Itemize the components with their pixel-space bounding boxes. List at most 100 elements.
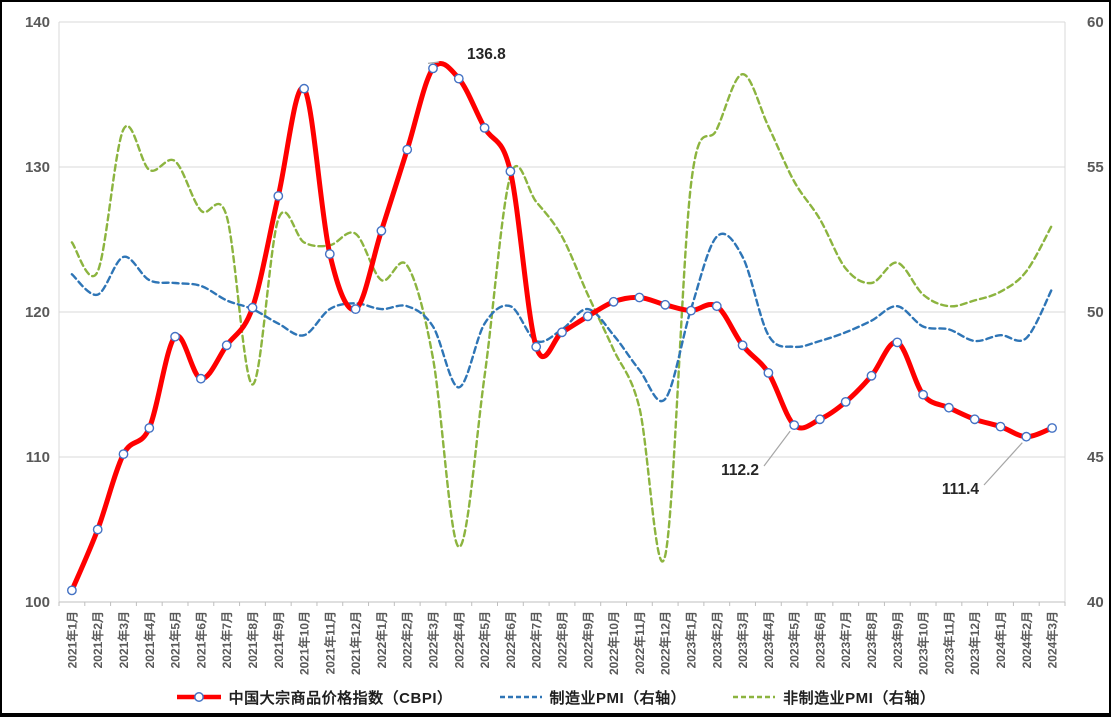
cbpi-line-swatch bbox=[176, 692, 221, 702]
y-axis-left-label: 140 bbox=[25, 14, 50, 31]
data-point-marker bbox=[995, 421, 1006, 432]
data-point-marker bbox=[273, 191, 284, 201]
y-axis-right-label: 55 bbox=[1087, 159, 1104, 176]
x-axis-label: 2021年1月 bbox=[64, 611, 79, 668]
data-point-marker bbox=[428, 63, 438, 74]
x-axis-label: 2023年12月 bbox=[967, 611, 982, 675]
data-point-marker bbox=[402, 144, 413, 155]
data-point-marker bbox=[350, 304, 361, 314]
x-axis-label: 2024年2月 bbox=[1019, 611, 1034, 668]
x-axis-label: 2023年4月 bbox=[761, 611, 776, 668]
legend-item-cbpi: 中国大宗商品价格指数（CBPI） bbox=[176, 687, 453, 708]
y-axis-right-label: 45 bbox=[1087, 449, 1104, 466]
x-axis-label: 2023年10月 bbox=[916, 611, 931, 675]
x-axis-label: 2022年8月 bbox=[555, 611, 570, 668]
x-axis-label: 2023年5月 bbox=[787, 611, 802, 668]
legend-label-mfg-pmi: 制造业PMI（右轴） bbox=[549, 689, 687, 707]
x-axis-label: 2021年6月 bbox=[193, 611, 208, 668]
x-axis-label: 2024年3月 bbox=[1045, 611, 1060, 668]
data-point-marker bbox=[92, 524, 103, 535]
y-axis-left-label: 110 bbox=[26, 449, 50, 466]
x-axis-label: 2021年3月 bbox=[116, 611, 131, 668]
x-axis-label: 2022年12月 bbox=[658, 611, 673, 675]
data-point-marker bbox=[737, 340, 748, 351]
y-axis-right-label: 40 bbox=[1087, 594, 1104, 611]
x-axis-label: 2021年8月 bbox=[245, 611, 260, 668]
y-axis-right-label: 60 bbox=[1087, 14, 1104, 31]
data-point-marker bbox=[582, 311, 593, 322]
data-point-marker bbox=[1021, 431, 1032, 442]
data-point-marker bbox=[660, 299, 671, 310]
x-axis-label: 2022年4月 bbox=[451, 611, 466, 668]
data-point-marker bbox=[711, 301, 722, 312]
x-axis-label: 2022年10月 bbox=[606, 611, 621, 675]
mfg-pmi-line-swatch bbox=[499, 695, 542, 699]
data-point-marker bbox=[944, 402, 954, 413]
y-axis-left-label: 100 bbox=[25, 594, 50, 611]
x-axis-label: 2023年7月 bbox=[838, 611, 853, 668]
x-axis-label: 2024年1月 bbox=[993, 611, 1008, 668]
data-point-marker bbox=[918, 389, 928, 400]
x-axis-label: 2021年10月 bbox=[297, 611, 312, 675]
data-point-marker bbox=[763, 367, 774, 378]
x-axis-label: 2021年2月 bbox=[90, 611, 105, 668]
data-point-marker bbox=[118, 449, 129, 459]
data-point-marker bbox=[686, 305, 696, 316]
data-point-marker bbox=[608, 296, 619, 307]
y-axis-right-label: 50 bbox=[1087, 304, 1104, 321]
x-axis-label: 2022年11月 bbox=[632, 611, 647, 674]
x-axis-label: 2023年11月 bbox=[941, 611, 956, 674]
x-axis-label: 2023年3月 bbox=[735, 611, 750, 668]
data-point-marker bbox=[969, 414, 980, 425]
y-axis-left-label: 120 bbox=[25, 304, 50, 321]
x-axis-label: 2022年9月 bbox=[580, 611, 595, 668]
x-axis-label: 2021年4月 bbox=[142, 611, 157, 668]
data-point-marker bbox=[815, 414, 825, 425]
x-axis-label: 2022年3月 bbox=[426, 611, 441, 668]
annotation-leader bbox=[763, 430, 791, 467]
data-point-marker bbox=[453, 73, 464, 84]
legend-label-nonmfg-pmi: 非制造业PMI（右轴） bbox=[783, 689, 936, 707]
x-axis-label: 2023年1月 bbox=[684, 611, 699, 668]
data-point-marker bbox=[144, 423, 155, 433]
x-axis-label: 2022年5月 bbox=[477, 611, 492, 668]
data-point-marker bbox=[557, 327, 567, 338]
data-point-marker bbox=[324, 249, 335, 259]
x-axis-label: 2022年6月 bbox=[503, 611, 518, 668]
x-axis-label: 2022年1月 bbox=[374, 611, 389, 668]
annotation-value: 112.2 bbox=[721, 462, 759, 479]
data-point-marker bbox=[789, 420, 800, 430]
cbpi-pmi-line-chart: 100 110 120 130 140 40 45 50 55 60 2021年1月 2021年2月 2… bbox=[25, 14, 1104, 675]
annotation-leader bbox=[983, 442, 1023, 486]
x-axis-label: 2021年12月 bbox=[348, 611, 363, 675]
x-axis-label: 2022年7月 bbox=[529, 611, 544, 668]
data-point-marker bbox=[531, 341, 542, 352]
annotation-leader bbox=[427, 61, 440, 64]
x-axis-label: 2023年6月 bbox=[812, 611, 827, 668]
data-point-marker bbox=[892, 337, 903, 348]
data-point-marker bbox=[840, 396, 851, 407]
data-point-marker bbox=[170, 331, 181, 342]
series-mfg-pmi-line bbox=[70, 232, 1054, 403]
data-point-marker bbox=[376, 225, 387, 236]
series-nonmfg-pmi-line bbox=[70, 73, 1054, 563]
legend-item-mfg-pmi: 制造业PMI（右轴） bbox=[499, 687, 687, 708]
legend: 中国大宗商品价格指数（CBPI） 制造业PMI（右轴） 非制造业PMI（右轴） bbox=[2, 684, 1109, 710]
x-axis-label: 2021年11月 bbox=[322, 611, 337, 674]
x-axis-label: 2021年9月 bbox=[271, 611, 286, 668]
x-axis-label: 2023年9月 bbox=[890, 611, 905, 668]
x-axis-label: 2023年2月 bbox=[709, 611, 724, 668]
data-point-marker bbox=[221, 340, 232, 351]
data-point-marker bbox=[505, 166, 516, 177]
annotation-value: 111.4 bbox=[942, 481, 979, 498]
data-point-marker bbox=[1047, 423, 1058, 433]
data-point-marker bbox=[634, 292, 645, 303]
x-axis-label: 2021年7月 bbox=[219, 611, 234, 668]
data-point-marker bbox=[247, 302, 258, 313]
x-axis-label: 2021年5月 bbox=[168, 611, 183, 668]
x-axis-label: 2022年2月 bbox=[400, 611, 415, 668]
data-point-marker bbox=[866, 370, 877, 381]
data-point-marker bbox=[299, 83, 309, 94]
nonmfg-pmi-line-swatch bbox=[733, 695, 776, 699]
x-axis-label: 2023年8月 bbox=[864, 611, 879, 668]
